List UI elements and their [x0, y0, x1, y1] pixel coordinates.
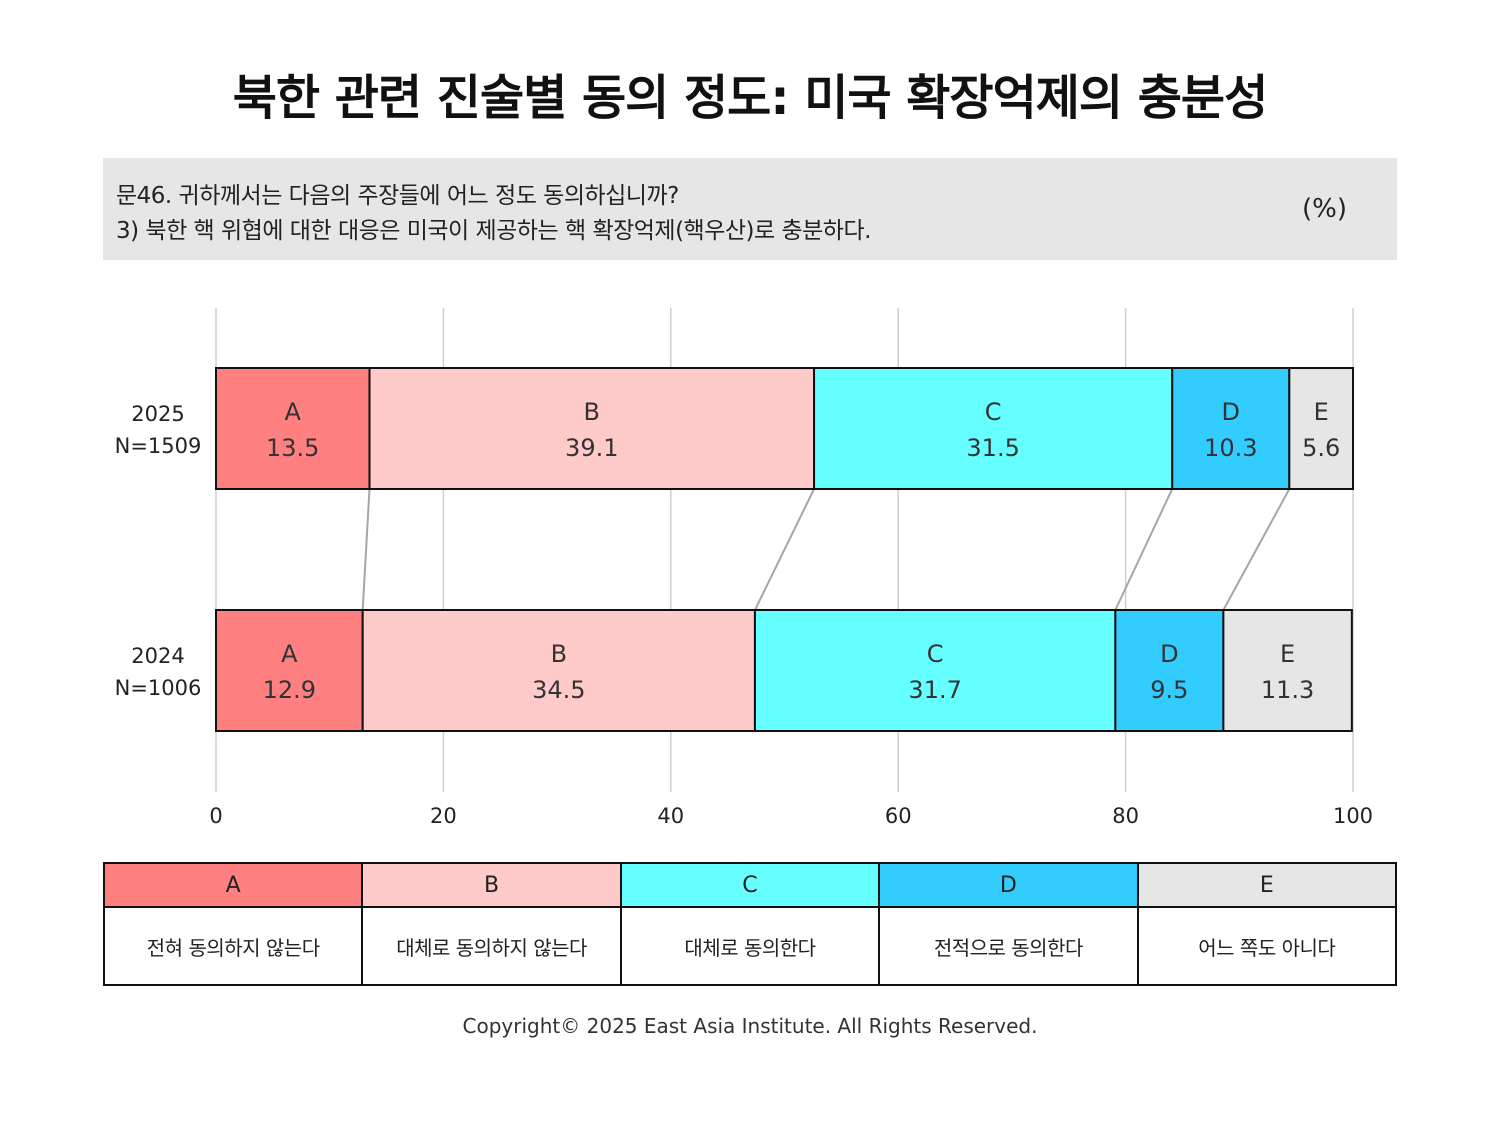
segment-series-label: A	[281, 640, 298, 668]
question-statement: 3) 북한 핵 위협에 대한 대응은 미국이 제공하는 핵 확장억제(핵우산)로…	[116, 218, 871, 244]
segment-value-label: 34.5	[532, 676, 585, 704]
x-tick-label: 100	[1333, 804, 1373, 828]
category-label: 2024	[131, 644, 184, 668]
segment-series-label: B	[584, 398, 600, 426]
category-label: 2025	[131, 402, 184, 426]
segment-value-label: 10.3	[1204, 434, 1257, 462]
legend-label-d: 전적으로 동의한다	[878, 906, 1139, 986]
category-label: N=1509	[115, 434, 202, 458]
segment-series-label: B	[551, 640, 567, 668]
x-tick-label: 60	[885, 804, 912, 828]
question-box: 문46. 귀하께서는 다음의 주장들에 어느 정도 동의하십니까? 3) 북한 …	[103, 158, 1397, 260]
segment-value-label: 39.1	[565, 434, 618, 462]
bar-segment-d	[1114, 609, 1225, 732]
legend-key-b: B	[361, 862, 622, 908]
legend-key-c: C	[619, 862, 881, 908]
segment-value-label: 5.6	[1302, 434, 1340, 462]
legend-label-c: 대체로 동의한다	[619, 906, 881, 986]
legend-label-row: 전혀 동의하지 않는다 대체로 동의하지 않는다 대체로 동의한다 전적으로 동…	[102, 906, 1398, 986]
bar-segment-b	[368, 367, 816, 490]
segment-series-label: A	[285, 398, 302, 426]
x-tick-label: 0	[209, 804, 222, 828]
legend-key-e: E	[1136, 862, 1398, 908]
bar-segment-e	[1222, 609, 1353, 732]
connector-line	[361, 488, 371, 611]
legend-label-b: 대체로 동의하지 않는다	[361, 906, 622, 986]
connector-line	[1222, 488, 1291, 611]
segment-value-label: 31.5	[966, 434, 1019, 462]
x-tick-label: 20	[430, 804, 457, 828]
bar-segment-a	[215, 609, 364, 732]
legend-label-a: 전혀 동의하지 않는다	[102, 906, 364, 986]
bar-segment-c	[813, 367, 1174, 490]
bar-segment-b	[361, 609, 756, 732]
unit-label: (%)	[1302, 194, 1347, 224]
x-tick-label: 80	[1112, 804, 1139, 828]
bar-segment-c	[753, 609, 1117, 732]
bar-segment-a	[215, 367, 371, 490]
segment-series-label: D	[1222, 398, 1240, 426]
segment-value-label: 11.3	[1261, 676, 1314, 704]
copyright-text: Copyright© 2025 East Asia Institute. All…	[462, 1014, 1038, 1038]
segment-value-label: 12.9	[263, 676, 316, 704]
legend-key-row: A B C D E	[102, 862, 1398, 908]
legend-label-e: 어느 쪽도 아니다	[1136, 906, 1398, 986]
legend-key-a: A	[102, 862, 364, 908]
legend-key-d: D	[878, 862, 1139, 908]
segment-series-label: E	[1314, 398, 1329, 426]
question-text: 문46. 귀하께서는 다음의 주장들에 어느 정도 동의하십니까?	[116, 183, 679, 209]
bar-segment-d	[1171, 367, 1291, 490]
connector-line	[754, 488, 815, 611]
segment-value-label: 13.5	[266, 434, 319, 462]
category-label: N=1006	[115, 676, 202, 700]
bar-segment-e	[1288, 367, 1355, 490]
segment-value-label: 31.7	[908, 676, 961, 704]
legend-table: A B C D E 전혀 동의하지 않는다 대체로 동의하지 않는다 대체로 동…	[102, 862, 1398, 986]
segment-series-label: D	[1160, 640, 1178, 668]
segment-series-label: C	[927, 640, 944, 668]
stacked-bar-chart: 0 20 40 60 80 100 A 13.5 B 39.1 C 31.5 D 10.3 E 5.6 2025…	[115, 308, 1373, 828]
segment-value-label: 9.5	[1150, 676, 1188, 704]
connector-line	[1114, 488, 1174, 611]
segment-series-label: C	[985, 398, 1002, 426]
segment-series-label: E	[1280, 640, 1295, 668]
chart-title: 북한 관련 진술별 동의 정도: 미국 확장억제의 충분성	[232, 70, 1269, 126]
x-tick-label: 40	[657, 804, 684, 828]
